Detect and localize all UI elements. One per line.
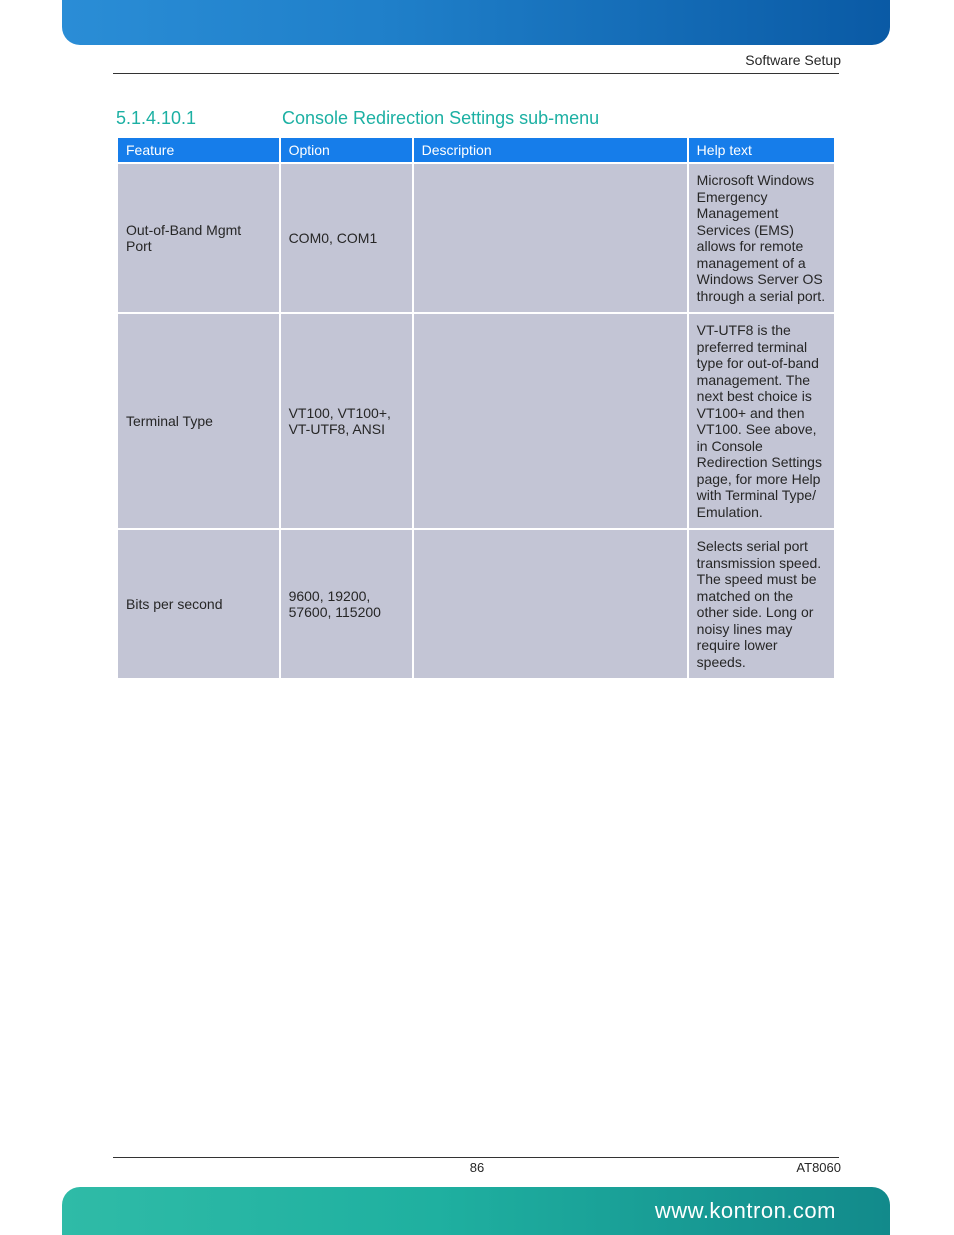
cell-feature: Terminal Type — [118, 314, 279, 528]
cell-feature: Bits per second — [118, 530, 279, 678]
cell-feature: Out-of-Band Mgmt Port — [118, 164, 279, 312]
section-title: Console Redirection Settings sub-menu — [282, 108, 599, 129]
table-header-row: Feature Option Description Help text — [118, 138, 834, 162]
cell-description — [414, 530, 687, 678]
bottom-banner: www.kontron.com — [62, 1187, 890, 1235]
cell-help: VT-UTF8 is the preferred terminal type f… — [689, 314, 834, 528]
settings-table: Feature Option Description Help text Out… — [116, 136, 836, 680]
cell-help: Selects serial port transmission speed. … — [689, 530, 834, 678]
table-row: Bits per second 9600, 19200, 57600, 1152… — [118, 530, 834, 678]
cell-help: Microsoft Windows Emergency Management S… — [689, 164, 834, 312]
table-row: Terminal Type VT100, VT100+, VT-UTF8, AN… — [118, 314, 834, 528]
cell-option: 9600, 19200, 57600, 115200 — [281, 530, 412, 678]
doc-id: AT8060 — [796, 1160, 841, 1175]
col-description: Description — [414, 138, 687, 162]
col-feature: Feature — [118, 138, 279, 162]
col-option: Option — [281, 138, 412, 162]
section-number: 5.1.4.10.1 — [116, 108, 282, 129]
section-heading: 5.1.4.10.1 Console Redirection Settings … — [116, 108, 836, 129]
header-label: Software Setup — [745, 52, 841, 68]
top-rule — [113, 73, 839, 74]
cell-description — [414, 314, 687, 528]
top-banner — [62, 0, 890, 45]
bottom-rule — [113, 1157, 839, 1158]
footer-url: www.kontron.com — [655, 1198, 836, 1224]
table-row: Out-of-Band Mgmt Port COM0, COM1 Microso… — [118, 164, 834, 312]
cell-option: COM0, COM1 — [281, 164, 412, 312]
col-help: Help text — [689, 138, 834, 162]
cell-option: VT100, VT100+, VT-UTF8, ANSI — [281, 314, 412, 528]
cell-description — [414, 164, 687, 312]
